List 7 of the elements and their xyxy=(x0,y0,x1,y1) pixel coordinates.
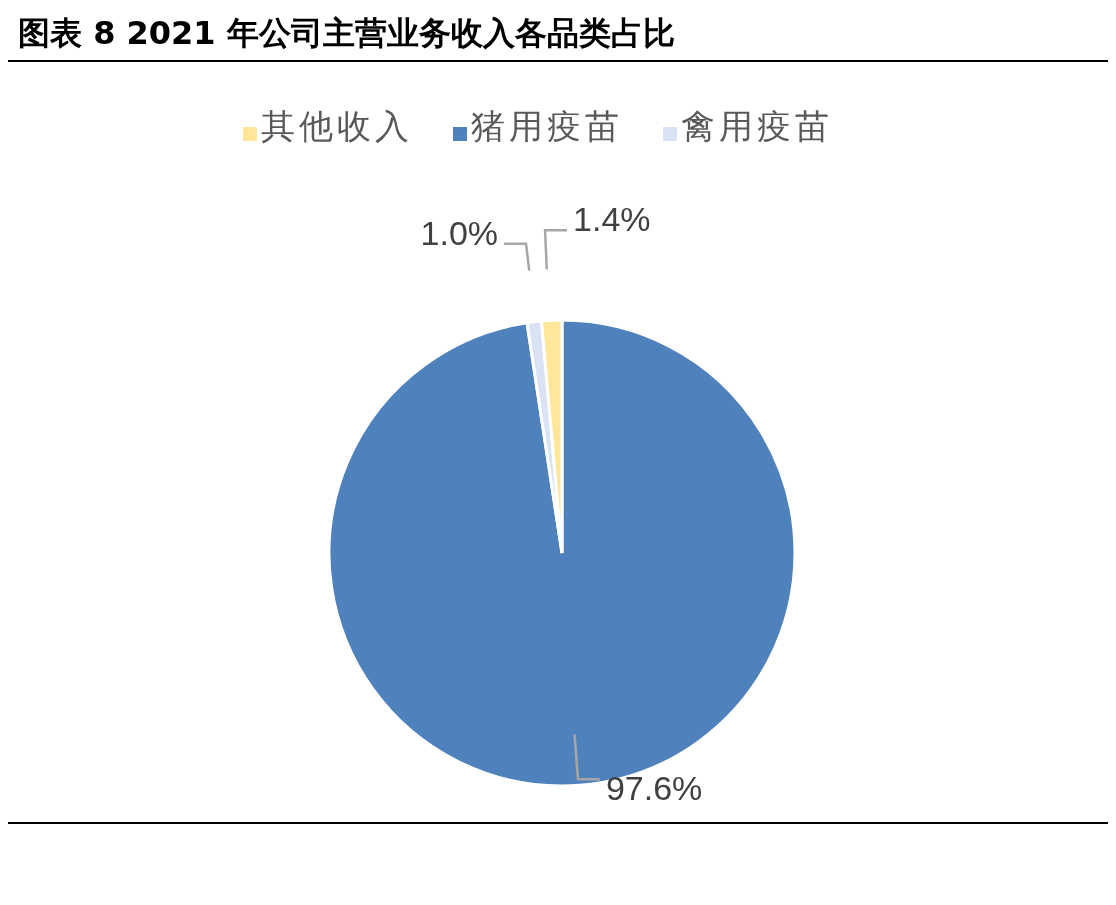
legend-label: 猪用疫苗 xyxy=(471,106,623,146)
data-label: 97.6% xyxy=(605,769,703,808)
legend-label: 其他收入 xyxy=(261,106,413,146)
chart-title: 图表 8 2021 年公司主营业务收入各品类占比 xyxy=(8,8,1108,62)
data-label: 1.0% xyxy=(420,213,499,252)
legend-label: 禽用疫苗 xyxy=(681,106,833,146)
data-label: 1.4% xyxy=(573,200,651,239)
